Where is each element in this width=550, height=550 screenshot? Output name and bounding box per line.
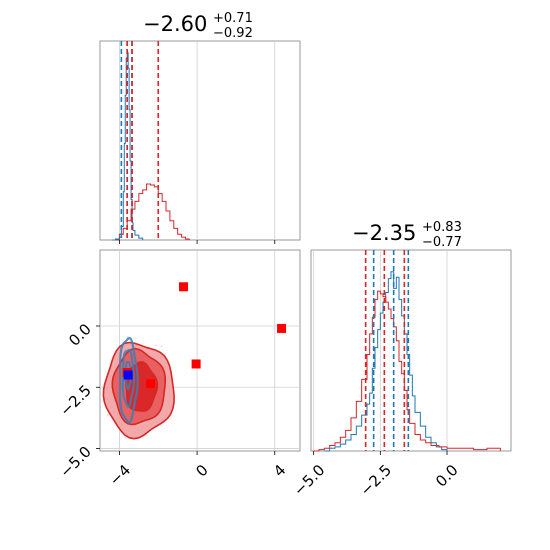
joint-scatter-point-red [106, 414, 109, 416]
joint-x-tick-label: 4 [270, 461, 289, 480]
joint-y-tick-label: −2.5 [56, 381, 94, 419]
joint-frame [99, 249, 301, 452]
right-histogram-line [313, 290, 501, 452]
blue-contour-outer [118, 336, 139, 424]
right-tick-label: −5.0 [290, 461, 328, 499]
top-histogram-quantiles [120, 41, 160, 240]
top-title-lower: −0.92 [213, 26, 253, 41]
joint-panel: −4 0 4 0.0 −2.5 −5.0 [56, 249, 301, 489]
top-histogram-panel: −2.60 +0.71 −0.92 [99, 11, 301, 244]
joint-x-tick-label: 0 [192, 461, 211, 480]
red-square-marker [178, 282, 188, 292]
right-histogram-grid [313, 250, 448, 451]
blue-contour-middle [121, 348, 136, 408]
top-histogram-ticks [119, 240, 276, 244]
right-histogram-ticks: −5.0 −2.5 0.0 [290, 451, 462, 500]
right-tick-label: −2.5 [357, 461, 395, 499]
red-square-marker [145, 379, 155, 389]
joint-markers [122, 282, 287, 389]
top-histogram-line [111, 52, 144, 241]
red-square-marker [191, 359, 201, 369]
top-histogram-line [115, 183, 190, 241]
right-tick-label: 0.0 [432, 461, 462, 491]
top-histogram-frame [99, 40, 301, 241]
top-title-upper: +0.71 [213, 11, 253, 26]
joint-scatter-point-red [155, 344, 157, 347]
joint-y-tick-label: 0.0 [65, 320, 95, 350]
joint-y-tick-label: −5.0 [56, 443, 94, 481]
top-title-value: −2.60 [143, 12, 207, 36]
right-histogram-panel: −5.0 −2.5 0.0 −2.35 +0.83 −0.77 [290, 220, 512, 500]
right-histogram-title: −2.35 +0.83 −0.77 [352, 220, 462, 250]
top-histogram-series [111, 52, 190, 241]
right-histogram-frame [310, 249, 512, 452]
right-histogram-line [324, 271, 448, 452]
right-histogram-series [313, 271, 501, 452]
joint-scatter-point-red [160, 345, 163, 348]
right-title-upper: +0.83 [422, 220, 462, 235]
right-histogram-quantiles [364, 250, 410, 451]
joint-scatter-point-red [124, 436, 127, 439]
red-square-marker [277, 323, 287, 333]
joint-red-contours [102, 341, 175, 440]
blue-square-marker [123, 370, 133, 380]
joint-x-tick-label: −4 [106, 461, 134, 489]
right-title-value: −2.35 [352, 221, 416, 245]
top-histogram-title: −2.60 +0.71 −0.92 [143, 11, 253, 41]
top-histogram-grid [119, 41, 276, 240]
right-title-lower: −0.77 [422, 235, 462, 250]
